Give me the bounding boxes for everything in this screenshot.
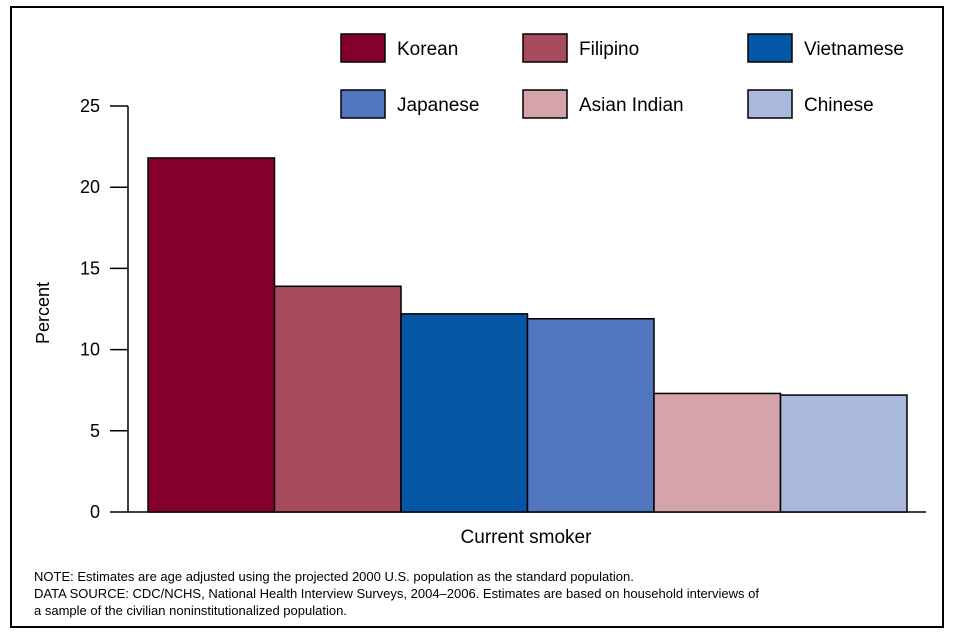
legend-swatch [747,89,793,119]
y-tick-label: 15 [80,258,100,278]
legend-swatch [522,33,568,63]
legend-item-japanese: Japanese [340,89,479,119]
legend-item-korean: Korean [340,33,458,63]
legend-label: Japanese [397,95,479,116]
data-source-text: DATA SOURCE: CDC/NCHS, National Health I… [34,586,759,601]
bar-chinese [779,394,908,513]
legend-label: Asian Indian [579,95,684,116]
y-tick-label: 10 [80,340,100,360]
legend-label: Korean [397,39,458,60]
y-tick-label: 20 [80,177,100,197]
note-text: NOTE: Estimates are age adjusted using t… [34,569,634,584]
bar-filipino [273,285,402,513]
y-tick-label: 0 [90,502,100,522]
legend-swatch [340,33,386,63]
legend-swatch [522,89,568,119]
legend-item-vietnamese: Vietnamese [747,33,904,63]
data-source-text-continued: a sample of the civilian noninstitutiona… [34,603,347,618]
legend-item-chinese: Chinese [747,89,874,119]
y-axis-label: Percent [33,282,53,344]
legend-item-filipino: Filipino [522,33,639,63]
legend-label: Chinese [804,95,874,116]
bars [147,157,908,513]
y-tick-label: 25 [80,96,100,116]
y-tick-label: 5 [90,421,100,441]
legend: Korean Filipino Vietnamese Japanese Asian In… [340,33,904,119]
bar-korean [147,157,276,513]
legend-item-asian-indian: Asian Indian [522,89,684,119]
legend-label: Filipino [579,39,639,60]
x-axis-label: Current smoker [461,527,593,548]
bar-asian-indian [653,392,782,513]
legend-swatch [340,89,386,119]
bar-japanese [526,317,655,513]
legend-label: Vietnamese [804,39,904,60]
bar-vietnamese [400,313,529,513]
legend-swatch [747,33,793,63]
